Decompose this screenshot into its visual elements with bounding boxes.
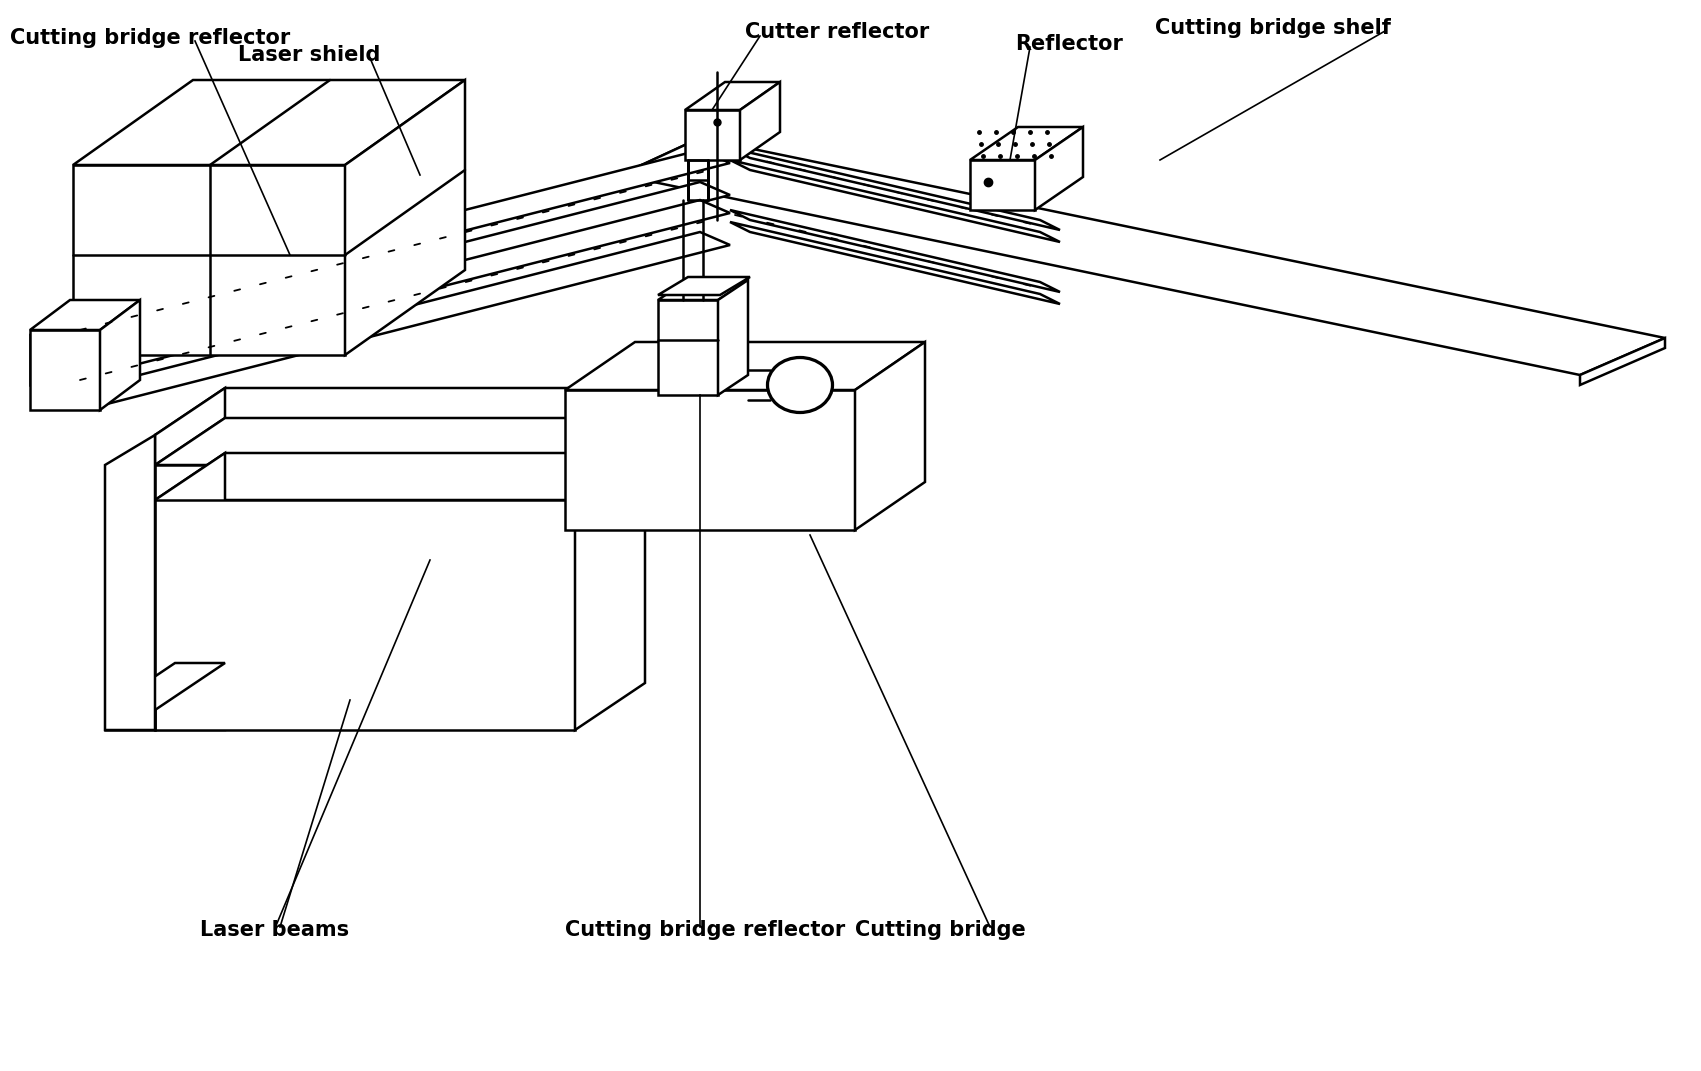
Polygon shape [73,200,730,373]
Polygon shape [105,710,155,730]
Polygon shape [73,232,730,405]
Polygon shape [73,310,104,355]
Polygon shape [740,82,781,160]
Ellipse shape [767,358,832,412]
Polygon shape [155,465,575,500]
Polygon shape [73,360,104,405]
Polygon shape [73,165,345,355]
Polygon shape [1580,338,1665,384]
Polygon shape [565,390,856,530]
Polygon shape [658,280,748,300]
Polygon shape [73,182,730,355]
Text: Cutter reflector: Cutter reflector [745,22,929,42]
Text: Reflector: Reflector [1015,34,1123,54]
Polygon shape [619,138,1665,375]
Text: Cutting bridge reflector: Cutting bridge reflector [565,920,845,940]
Polygon shape [619,138,701,185]
Polygon shape [31,330,100,410]
Polygon shape [155,453,645,500]
Polygon shape [970,160,1034,210]
Polygon shape [31,335,73,384]
Polygon shape [345,80,464,355]
Polygon shape [31,320,94,335]
Polygon shape [73,150,730,323]
Polygon shape [718,280,748,395]
Polygon shape [730,222,1060,304]
Polygon shape [155,500,575,730]
Polygon shape [658,300,718,395]
Polygon shape [686,82,781,110]
Text: Cutting bridge: Cutting bridge [856,920,1026,940]
Polygon shape [155,418,645,465]
Polygon shape [730,210,1060,292]
Polygon shape [686,110,740,160]
Polygon shape [73,80,464,165]
Polygon shape [658,277,750,295]
Polygon shape [100,300,139,410]
Polygon shape [730,160,1060,242]
Polygon shape [155,453,225,730]
Polygon shape [31,300,139,330]
Text: Cutting bridge reflector: Cutting bridge reflector [10,28,291,48]
Text: Cutting bridge shelf: Cutting bridge shelf [1155,18,1391,37]
Polygon shape [155,388,225,465]
Text: Laser beams: Laser beams [201,920,349,940]
Polygon shape [575,453,645,730]
Polygon shape [565,342,925,390]
Polygon shape [1034,127,1084,210]
Polygon shape [856,342,925,530]
Polygon shape [105,435,155,730]
Polygon shape [970,127,1084,160]
Polygon shape [155,388,645,435]
Polygon shape [73,320,94,384]
Polygon shape [730,148,1060,230]
Polygon shape [105,663,225,710]
Text: Laser shield: Laser shield [238,45,381,65]
